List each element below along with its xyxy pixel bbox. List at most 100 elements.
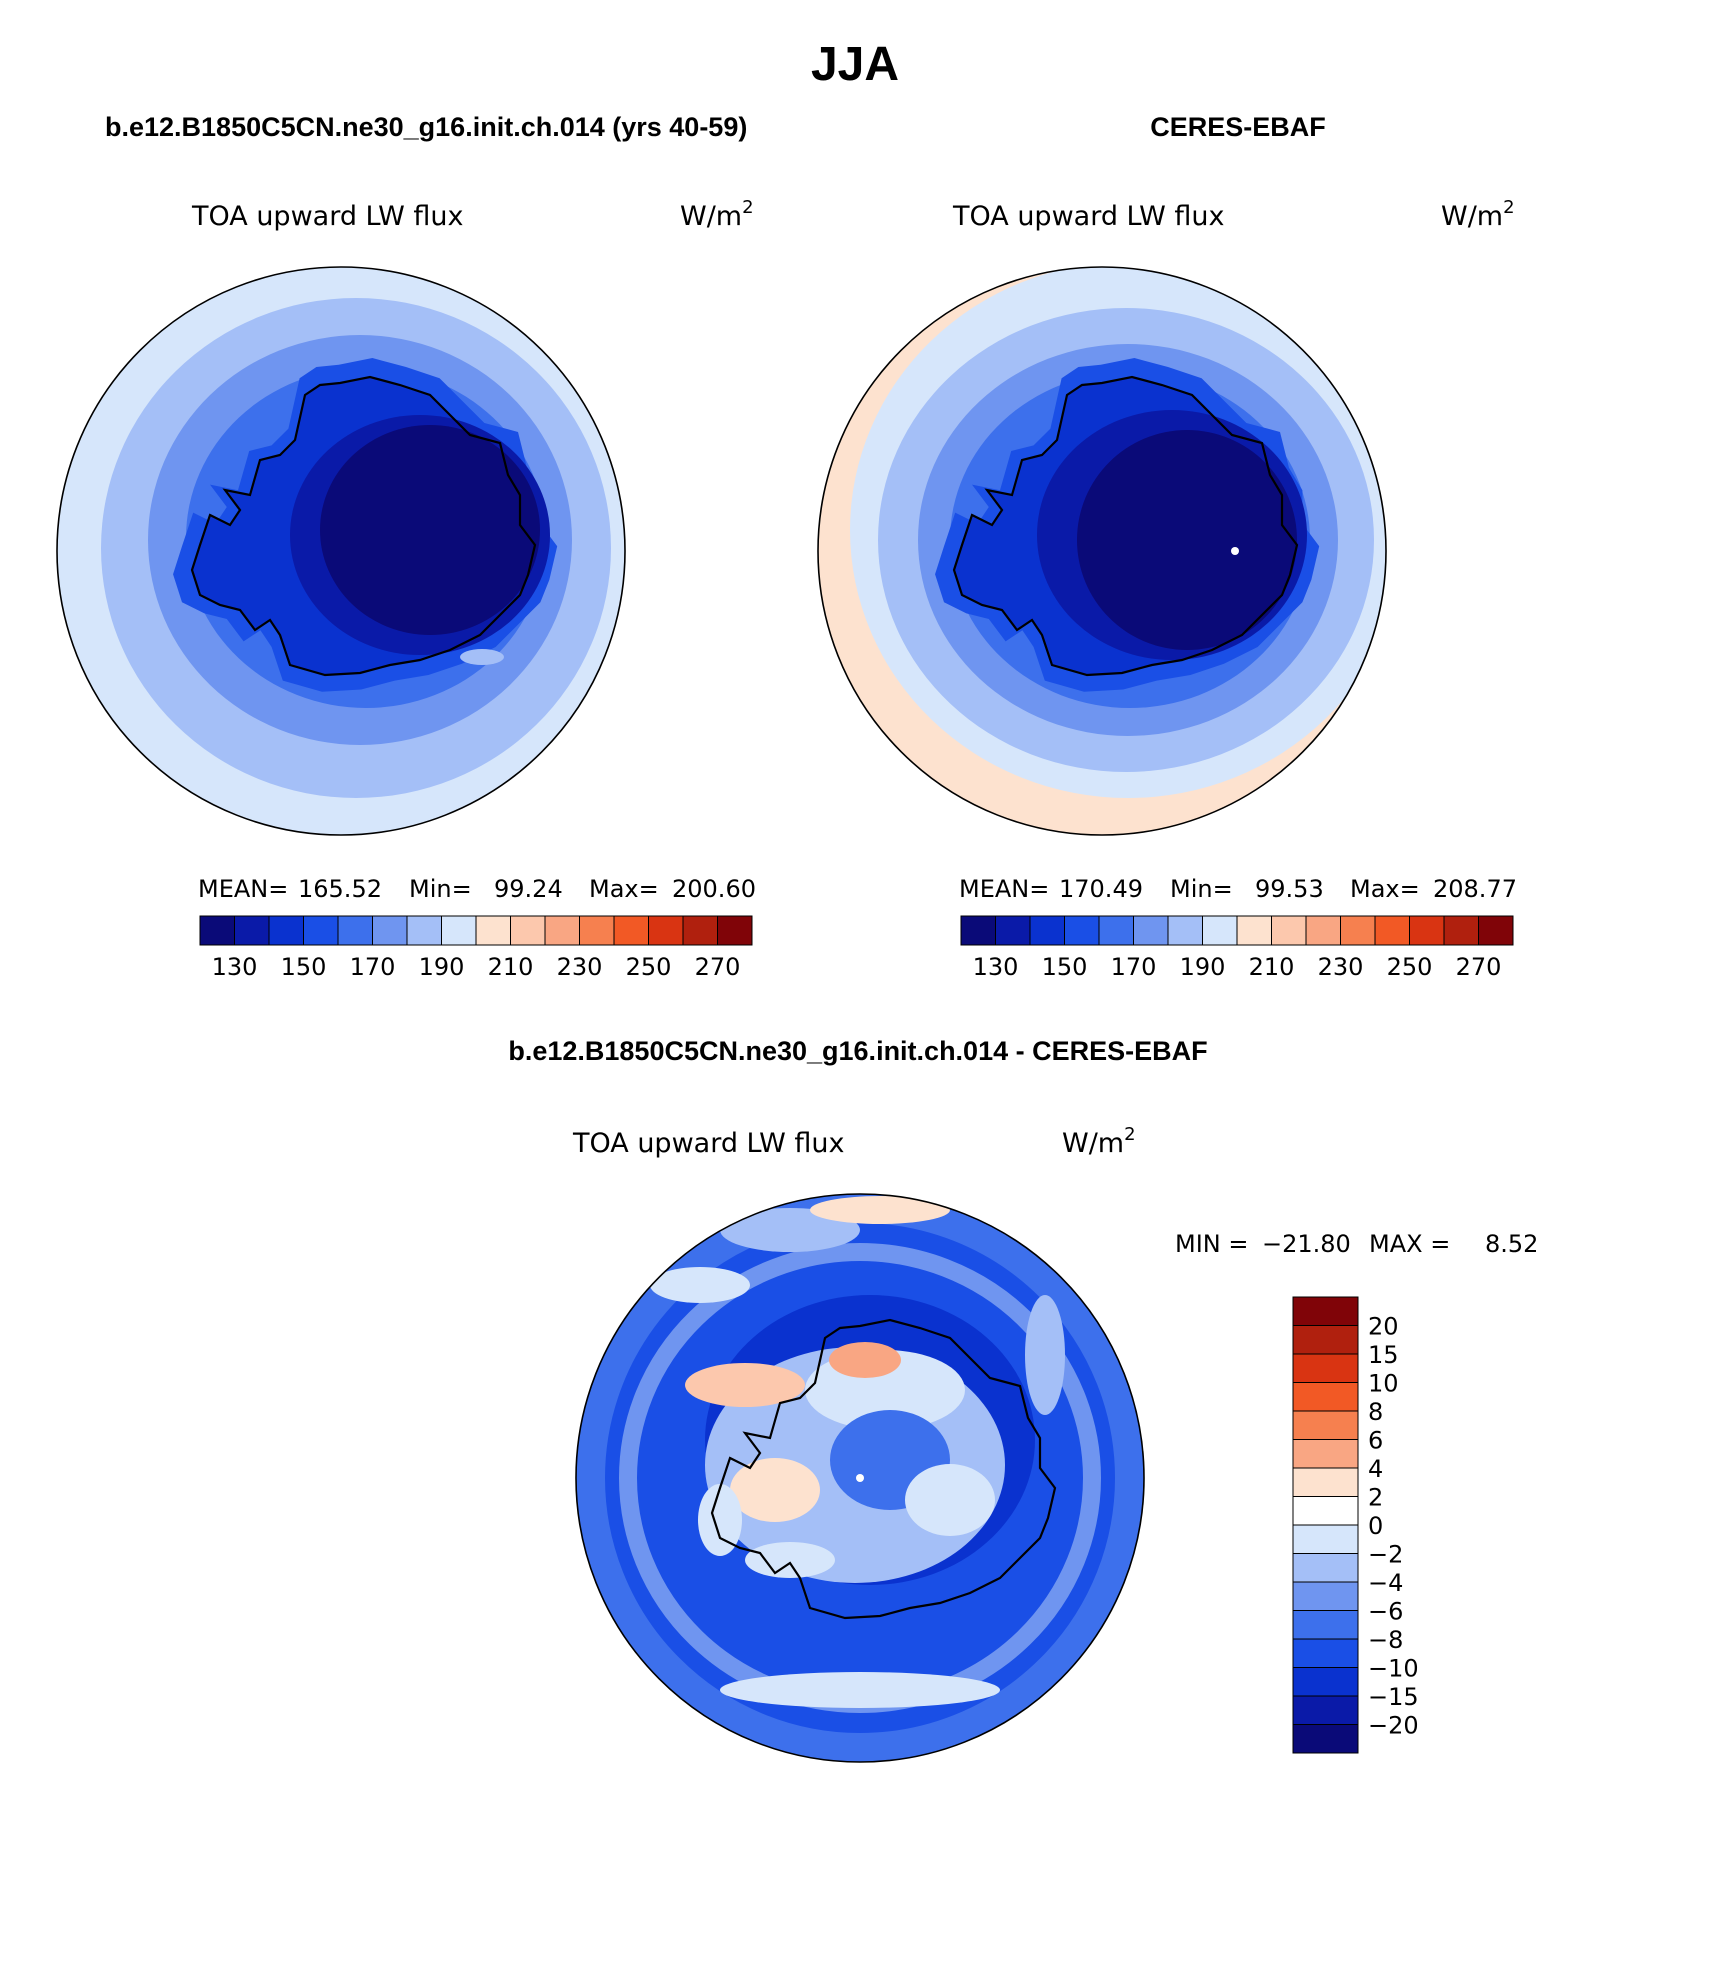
colorbar-tick-label: 190 bbox=[419, 953, 465, 981]
colorbar-tick-label: 270 bbox=[1456, 953, 1502, 981]
colorbar-swatch bbox=[1064, 915, 1100, 946]
colorbar-tick-label: 20 bbox=[1368, 1313, 1399, 1341]
panel-diff: b.e12.B1850C5CN.ne30_g16.init.ch.014 - C… bbox=[508, 1036, 1538, 1763]
colorbar-swatch bbox=[717, 915, 753, 946]
colorbar-swatch bbox=[1292, 1610, 1359, 1640]
panel-diff-map bbox=[576, 1194, 1144, 1762]
panel-diff-map-border bbox=[575, 1193, 1145, 1763]
colorbar-tick-label: −6 bbox=[1368, 1598, 1403, 1626]
panel-diff-header: b.e12.B1850C5CN.ne30_g16.init.ch.014 - C… bbox=[508, 1036, 1207, 1066]
panel-obs-stats: MEAN= 170.49 Min= 99.53 Max= 208.77 bbox=[959, 875, 1517, 903]
colorbar-swatch bbox=[1098, 915, 1134, 946]
colorbar-swatch bbox=[579, 915, 615, 946]
panel-obs-variable: TOA upward LW flux bbox=[952, 201, 1225, 232]
colorbar-tick-label: −10 bbox=[1368, 1655, 1419, 1683]
colorbar-swatch bbox=[544, 915, 580, 946]
colorbar-swatch bbox=[613, 915, 649, 946]
colorbar-swatch bbox=[1133, 915, 1169, 946]
colorbar-swatch bbox=[1292, 1638, 1359, 1668]
panel-model-stats: MEAN= 165.52 Min= 99.24 Max= 200.60 bbox=[198, 875, 756, 903]
colorbar-swatch bbox=[1443, 915, 1479, 946]
colorbar-swatch bbox=[303, 915, 339, 946]
panel-diff-units: W/m2 bbox=[1062, 1124, 1136, 1159]
colorbar-tick-label: 2 bbox=[1368, 1484, 1383, 1512]
colorbar-tick-label: −15 bbox=[1368, 1683, 1419, 1711]
colorbar-swatch bbox=[1305, 915, 1341, 946]
colorbar-swatch bbox=[406, 915, 442, 946]
colorbar-swatch bbox=[1292, 1325, 1359, 1355]
colorbar-tick-label: 250 bbox=[1387, 953, 1433, 981]
colorbar-tick-label: 4 bbox=[1368, 1455, 1383, 1483]
colorbar-swatch bbox=[199, 915, 235, 946]
colorbar-swatch bbox=[1029, 915, 1065, 946]
panel-model-map-border bbox=[56, 266, 626, 836]
colorbar-tick-label: 150 bbox=[1042, 953, 1088, 981]
colorbar-tick-label: −4 bbox=[1368, 1569, 1403, 1597]
panel-model-units: W/m2 bbox=[680, 197, 754, 232]
panel-diff-variable: TOA upward LW flux bbox=[572, 1128, 845, 1159]
panel-model-colorbar: 130 150 170 190 210 230 250 270 bbox=[199, 915, 753, 981]
colorbar-swatch bbox=[268, 915, 304, 946]
panel-model-map bbox=[57, 267, 625, 835]
colorbar-swatch bbox=[1292, 1467, 1359, 1497]
colorbar-swatch bbox=[1292, 1581, 1359, 1611]
colorbar-swatch bbox=[441, 915, 477, 946]
colorbar-tick-label: 15 bbox=[1368, 1341, 1399, 1369]
colorbar-tick-label: 230 bbox=[1318, 953, 1364, 981]
colorbar-tick-label: −2 bbox=[1368, 1541, 1403, 1569]
panel-model-variable: TOA upward LW flux bbox=[191, 201, 464, 232]
colorbar-swatch bbox=[1292, 1496, 1359, 1526]
panel-model: b.e12.B1850C5CN.ne30_g16.init.ch.014 (yr… bbox=[56, 112, 756, 981]
colorbar-tick-label: 10 bbox=[1368, 1370, 1399, 1398]
colorbar-swatch bbox=[1292, 1353, 1359, 1383]
colorbar-swatch bbox=[1292, 1382, 1359, 1412]
colorbar-swatch bbox=[1292, 1667, 1359, 1697]
colorbar-tick-label: 8 bbox=[1368, 1398, 1383, 1426]
colorbar-swatch bbox=[337, 915, 373, 946]
colorbar-swatch bbox=[648, 915, 684, 946]
figure-title: JJA bbox=[811, 38, 899, 91]
pole-marker bbox=[856, 1474, 864, 1482]
colorbar-tick-label: 130 bbox=[212, 953, 258, 981]
colorbar-tick-label: 270 bbox=[695, 953, 741, 981]
colorbar-tick-label: −20 bbox=[1368, 1712, 1419, 1740]
colorbar-swatch bbox=[1340, 915, 1376, 946]
colorbar-tick-label: 6 bbox=[1368, 1427, 1383, 1455]
colorbar-tick-label: −8 bbox=[1368, 1626, 1403, 1654]
colorbar-swatch bbox=[1271, 915, 1307, 946]
colorbar-swatch bbox=[1292, 1439, 1359, 1469]
panel-obs: CERES-EBAF TOA upward LW flux W/m2 MEAN=… bbox=[817, 112, 1517, 981]
colorbar-swatch bbox=[1167, 915, 1203, 946]
panel-obs-map-border bbox=[817, 266, 1387, 836]
colorbar-swatch bbox=[510, 915, 546, 946]
colorbar-tick-label: 230 bbox=[557, 953, 603, 981]
colorbar-swatch bbox=[1236, 915, 1272, 946]
colorbar-tick-label: 170 bbox=[350, 953, 396, 981]
colorbar-tick-label: 250 bbox=[626, 953, 672, 981]
colorbar-swatch bbox=[995, 915, 1031, 946]
panel-diff-minmax: MIN = −21.80 MAX = 8.52 bbox=[1175, 1230, 1538, 1258]
panel-obs-colorbar: 130 150 170 190 210 230 250 270 bbox=[960, 915, 1514, 981]
colorbar-tick-label: 210 bbox=[1249, 953, 1295, 981]
colorbar-swatch bbox=[1292, 1410, 1359, 1440]
colorbar-swatch bbox=[682, 915, 718, 946]
colorbar-swatch bbox=[1202, 915, 1238, 946]
colorbar-swatch bbox=[1292, 1695, 1359, 1725]
colorbar-tick-label: 130 bbox=[973, 953, 1019, 981]
colorbar-swatch bbox=[1409, 915, 1445, 946]
colorbar-tick-label: 170 bbox=[1111, 953, 1157, 981]
colorbar-tick-label: 150 bbox=[281, 953, 327, 981]
colorbar-swatch bbox=[960, 915, 996, 946]
colorbar-swatch bbox=[1292, 1296, 1359, 1326]
colorbar-swatch bbox=[372, 915, 408, 946]
colorbar-swatch bbox=[1374, 915, 1410, 946]
colorbar-tick-label: 210 bbox=[488, 953, 534, 981]
colorbar-swatch bbox=[1292, 1553, 1359, 1583]
panel-model-header: b.e12.B1850C5CN.ne30_g16.init.ch.014 (yr… bbox=[105, 112, 747, 142]
colorbar-tick-label: 190 bbox=[1180, 953, 1226, 981]
panel-obs-units: W/m2 bbox=[1441, 197, 1515, 232]
colorbar-swatch bbox=[1478, 915, 1514, 946]
colorbar-swatch bbox=[234, 915, 270, 946]
